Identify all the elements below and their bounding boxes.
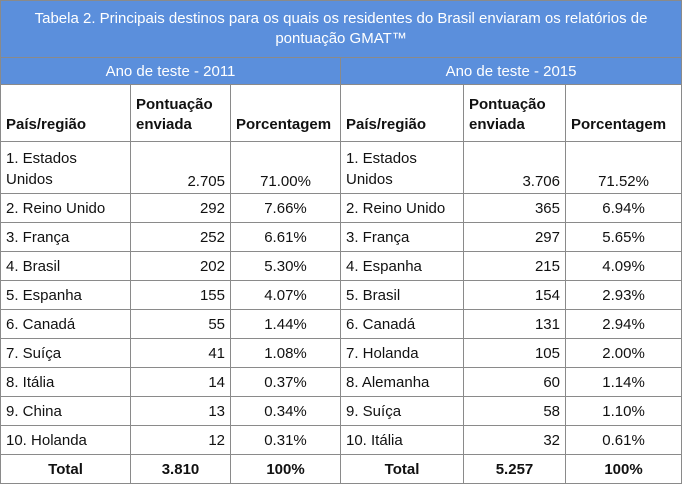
header-row: País/região Pontuação enviada Porcentagem P… [0, 84, 683, 142]
scores-sent: 3.706 [463, 141, 566, 194]
percentage: 71.00% [230, 141, 341, 194]
scores-sent: 60 [463, 367, 566, 397]
percentage: 1.44% [230, 309, 341, 339]
group-label: Ano de teste - 2015 [339, 57, 683, 85]
group-label: Ano de teste - 2011 [0, 57, 341, 85]
total-row: Total 3.810 100% Total 5.257 100% [0, 454, 683, 484]
cell-text: 1. Estados Unidos [346, 150, 417, 188]
percentage: 1.14% [564, 367, 683, 397]
total-cell: 3.810 [130, 454, 231, 484]
percentage: 1.10% [564, 396, 683, 426]
scores-sent: 13 [130, 396, 231, 426]
total-cell: 5.257 [463, 454, 566, 484]
country: 1. Estados Unidos [0, 141, 131, 194]
column-header: País/região [340, 84, 464, 142]
country: 10. Holanda [0, 425, 131, 455]
data-row: 4. Brasil 202 5.30% 4. Espanha 215 4.09% [0, 251, 683, 281]
scores-sent: 365 [463, 193, 566, 223]
country: 3. França [0, 222, 131, 252]
title-row: Tabela 2. Principais destinos para os qu… [0, 0, 683, 58]
percentage: 0.34% [230, 396, 341, 426]
country: 2. Reino Unido [340, 193, 464, 223]
percentage: 2.93% [564, 280, 683, 310]
data-row: 6. Canadá 55 1.44% 6. Canadá 131 2.94% [0, 309, 683, 339]
scores-sent: 131 [463, 309, 566, 339]
country: 7. Holanda [340, 338, 464, 368]
percentage: 6.94% [564, 193, 683, 223]
column-header: País/região [0, 84, 131, 142]
scores-sent: 252 [130, 222, 231, 252]
country: 8. Itália [0, 367, 131, 397]
data-row: 1. Estados Unidos 2.705 71.00% 1. Estados U… [0, 141, 683, 194]
country: 6. Canadá [340, 309, 464, 339]
country: 5. Brasil [340, 280, 464, 310]
scores-sent: 215 [463, 251, 566, 281]
column-header: Porcentagem [564, 84, 683, 142]
percentage: 1.08% [230, 338, 341, 368]
percentage: 0.61% [564, 425, 683, 455]
percentage: 7.66% [230, 193, 341, 223]
scores-sent: 41 [130, 338, 231, 368]
group-row: Ano de teste - 2011 Ano de teste - 2015 [0, 57, 683, 85]
scores-sent: 105 [463, 338, 566, 368]
cell-text: 1. Estados Unidos [6, 150, 77, 188]
country: 1. Estados Unidos [340, 141, 464, 194]
country: 9. China [0, 396, 131, 426]
percentage: 2.94% [564, 309, 683, 339]
percentage: 4.07% [230, 280, 341, 310]
scores-sent: 12 [130, 425, 231, 455]
percentage: 0.37% [230, 367, 341, 397]
total-cell: 100% [564, 454, 683, 484]
scores-sent: 32 [463, 425, 566, 455]
scores-sent: 292 [130, 193, 231, 223]
table-title: Tabela 2. Principais destinos para os qu… [0, 0, 683, 58]
data-row: 10. Holanda 12 0.31% 10. Itália 32 0.61% [0, 425, 683, 455]
country: 3. França [340, 222, 464, 252]
scores-sent: 154 [463, 280, 566, 310]
percentage: 5.30% [230, 251, 341, 281]
column-header: Porcentagem [230, 84, 341, 142]
country: 2. Reino Unido [0, 193, 131, 223]
total-cell: Total [340, 454, 464, 484]
data-row: 8. Itália 14 0.37% 8. Alemanha 60 1.14% [0, 367, 683, 397]
scores-sent: 58 [463, 396, 566, 426]
total-cell: 100% [230, 454, 341, 484]
column-header: Pontuação enviada [463, 84, 566, 142]
data-row: 9. China 13 0.34% 9. Suíça 58 1.10% [0, 396, 683, 426]
scores-sent: 155 [130, 280, 231, 310]
percentage: 6.61% [230, 222, 341, 252]
percentage: 71.52% [564, 141, 683, 194]
country: 6. Canadá [0, 309, 131, 339]
scores-sent: 14 [130, 367, 231, 397]
data-row: 3. França 252 6.61% 3. França 297 5.65% [0, 222, 683, 252]
percentage: 5.65% [564, 222, 683, 252]
country: 4. Brasil [0, 251, 131, 281]
scores-sent: 55 [130, 309, 231, 339]
country: 9. Suíça [340, 396, 464, 426]
percentage: 4.09% [564, 251, 683, 281]
data-row: 2. Reino Unido 292 7.66% 2. Reino Unido 365 6… [0, 193, 683, 223]
percentage: 2.00% [564, 338, 683, 368]
country: 8. Alemanha [340, 367, 464, 397]
scores-sent: 2.705 [130, 141, 231, 194]
percentage: 0.31% [230, 425, 341, 455]
country: 7. Suíça [0, 338, 131, 368]
country: 10. Itália [340, 425, 464, 455]
scores-sent: 297 [463, 222, 566, 252]
country: 4. Espanha [340, 251, 464, 281]
data-row: 7. Suíça 41 1.08% 7. Holanda 105 2.00% [0, 338, 683, 368]
data-row: 5. Espanha 155 4.07% 5. Brasil 154 2.93% [0, 280, 683, 310]
country: 5. Espanha [0, 280, 131, 310]
scores-sent: 202 [130, 251, 231, 281]
column-header: Pontuação enviada [130, 84, 231, 142]
total-cell: Total [0, 454, 131, 484]
